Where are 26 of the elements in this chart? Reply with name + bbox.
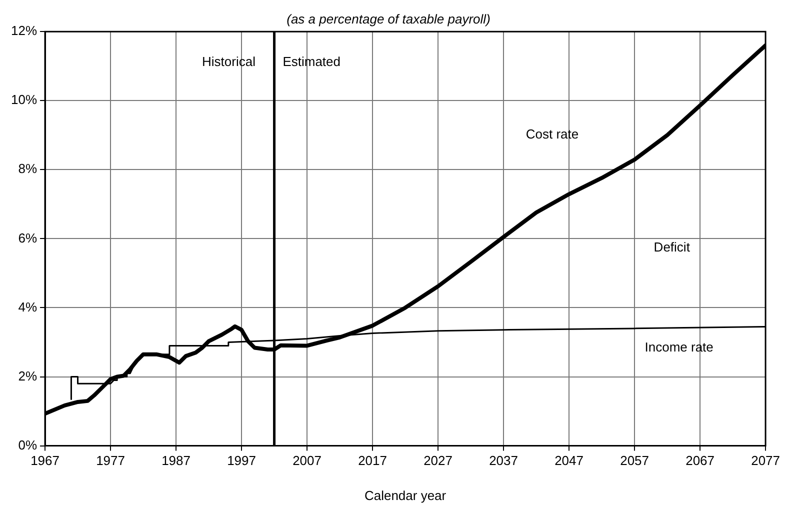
x-tick-label: 2017: [358, 453, 387, 468]
annotation: Deficit: [654, 239, 690, 254]
y-tick-label: 6%: [18, 230, 38, 246]
y-tick-label: 4%: [18, 299, 38, 314]
x-tick-label: 1977: [96, 453, 125, 468]
x-axis-title: Calendar year: [364, 488, 447, 503]
x-tick-label: 2027: [424, 453, 452, 468]
y-tick-label: 2%: [18, 368, 38, 384]
y-tick-label: 0%: [18, 437, 38, 452]
annotation: Income rate: [644, 340, 714, 355]
x-tick-label: 2067: [686, 453, 714, 468]
x-tick-label: 2047: [554, 453, 584, 468]
annotation: Historical: [202, 54, 256, 70]
chart-subtitle: (as a percentage of taxable payroll): [286, 11, 490, 26]
x-tick-label: 2037: [489, 453, 518, 468]
y-tick-label: 12%: [10, 23, 38, 38]
y-tick-label: 10%: [10, 92, 38, 108]
x-tick-label: 2057: [620, 453, 649, 468]
x-tick-label: 2007: [292, 453, 322, 468]
annotation: Cost rate: [526, 126, 579, 142]
x-tick-label: 1967: [30, 453, 60, 468]
x-tick-label: 2077: [751, 453, 780, 468]
y-tick-label: 8%: [18, 161, 38, 176]
x-tick-label: 1997: [227, 453, 256, 468]
annotation: Estimated: [282, 54, 341, 70]
x-tick-label: 1987: [162, 453, 190, 468]
